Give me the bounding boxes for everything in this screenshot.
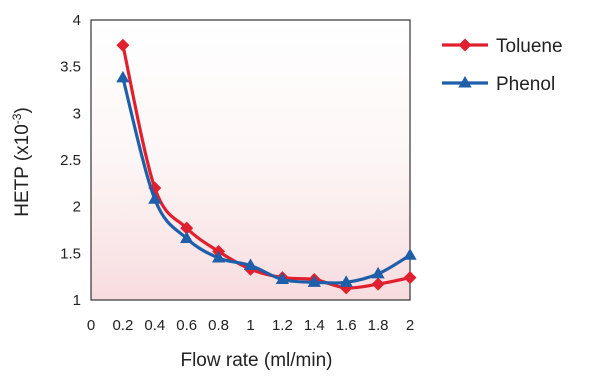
y-axis-ticks: 1 1.5 2 2.5 3 3.5 4 [60, 12, 81, 309]
data-point-phenol [339, 275, 353, 287]
x-tick-label: 0.2 [112, 317, 133, 334]
data-point-phenol [403, 248, 417, 260]
x-tick-label: 0.8 [208, 317, 229, 334]
data-point-toluene [116, 38, 130, 52]
x-axis-title: Flow rate (ml/min) [180, 350, 332, 371]
legend-label-phenol: Phenol [496, 74, 555, 95]
legend-item-phenol: Phenol [442, 74, 555, 95]
series-phenol [116, 70, 417, 287]
legend-item-toluene: Toluene [442, 36, 563, 57]
plot-area [90, 19, 411, 301]
data-point-phenol [243, 258, 258, 271]
x-tick-label: 1.4 [304, 317, 325, 334]
legend: Toluene Phenol [442, 36, 563, 95]
x-axis-ticks: 0 0.2 0.4 0.6 0.8 1 1.2 1.4 1.6 1.8 2 [87, 317, 414, 334]
y-tick-label: 3 [73, 105, 81, 122]
data-point-toluene [180, 221, 194, 235]
y-tick-label: 2.5 [60, 152, 81, 169]
y-tick-label: 3.5 [60, 59, 81, 76]
data-point-toluene [371, 277, 385, 291]
x-tick-label: 0.4 [144, 317, 165, 334]
data-point-phenol [211, 251, 226, 263]
legend-marker-toluene [458, 38, 472, 52]
x-tick-label: 1.6 [336, 317, 357, 334]
x-tick-label: 0.6 [176, 317, 197, 334]
series-line-phenol [121, 76, 412, 285]
y-tick-label: 1 [73, 292, 81, 309]
x-tick-label: 1.8 [368, 317, 389, 334]
x-tick-label: 1.2 [272, 317, 293, 334]
series-lines [116, 38, 417, 295]
x-tick-label: 1 [246, 317, 254, 334]
y-tick-label: 1.5 [60, 245, 81, 262]
data-point-toluene [403, 271, 417, 285]
x-tick-label: 0 [87, 317, 95, 334]
y-tick-label: 2 [73, 199, 81, 216]
data-point-phenol [371, 266, 385, 279]
data-point-phenol [116, 70, 130, 83]
y-tick-label: 4 [73, 12, 81, 29]
y-axis-title-suffix: ) [12, 107, 33, 113]
x-tick-label: 2 [406, 317, 414, 334]
y-axis-title: HETP (x10-3) [10, 107, 33, 217]
legend-marker-phenol [458, 76, 472, 88]
data-point-phenol [180, 231, 194, 243]
y-axis-title-superscript: -3 [10, 113, 24, 124]
legend-label-toluene: Toluene [496, 36, 563, 57]
y-axis-title-main: HETP (x10 [12, 124, 33, 217]
data-point-phenol [307, 275, 321, 287]
data-point-phenol [148, 192, 162, 204]
data-point-phenol [275, 272, 290, 285]
